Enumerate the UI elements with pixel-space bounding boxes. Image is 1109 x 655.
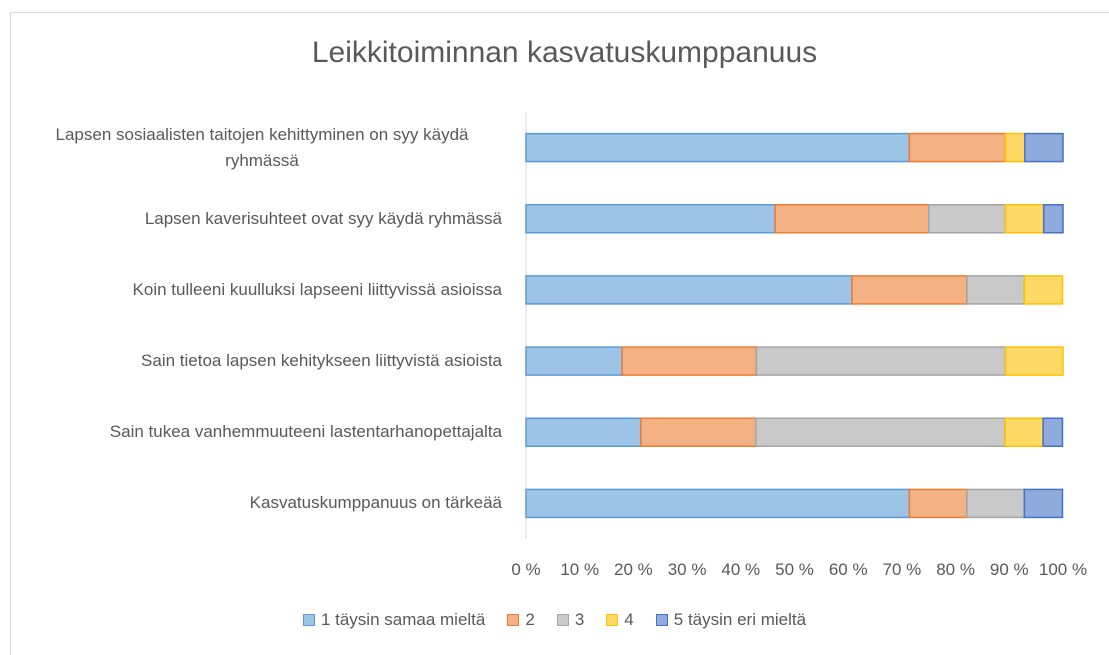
y-tick-label: Lapsen kaverisuhteet ovat syy käydä ryhm… — [144, 208, 502, 228]
legend-item: 2 — [507, 610, 535, 630]
legend-label: 1 täysin samaa mieltä — [320, 610, 486, 629]
x-tick-label: 40 % — [721, 560, 761, 579]
x-tick-label: 90 % — [989, 560, 1029, 579]
x-tick-label: 80 % — [936, 560, 975, 579]
bar-segment — [1004, 204, 1045, 234]
y-tick-label-box: Sain tietoa lapsen kehitykseen liittyvis… — [20, 331, 502, 391]
bar-segment — [755, 417, 1006, 447]
y-tick-label-box: Kasvatuskumppanuus on tärkeää — [20, 473, 502, 533]
bar-segment — [1004, 417, 1044, 447]
bar-segment — [525, 417, 642, 447]
x-tick-label: 60 % — [828, 560, 868, 579]
bar-segment — [1023, 275, 1064, 305]
x-tick-label: 10 % — [560, 560, 600, 579]
bar-segment — [966, 275, 1026, 305]
x-tick-label: 50 % — [775, 560, 814, 579]
bar-segment — [908, 132, 1007, 163]
bar-segment — [1004, 132, 1026, 163]
bar-segment — [640, 417, 757, 447]
legend-label: 2 — [525, 610, 535, 629]
legend-item: 3 — [556, 610, 585, 630]
y-tick-label: Koin tulleeni kuulluksi lapseeni liittyv… — [132, 279, 502, 299]
bar-segment — [1023, 488, 1064, 519]
y-tick-label: Sain tietoa lapsen kehitykseen liittyvis… — [141, 351, 502, 371]
x-tick-label: 30 % — [667, 560, 707, 579]
bar-segment — [908, 488, 968, 519]
legend-swatch — [606, 614, 619, 626]
bar-segment — [525, 346, 623, 376]
legend-label: 3 — [574, 610, 585, 629]
bar-segment — [928, 204, 1007, 234]
y-tick-label: Kasvatuskumppanuus on tärkeää — [249, 493, 502, 513]
legend-label: 4 — [624, 610, 634, 629]
bar-segment — [525, 488, 911, 519]
bar-segment — [1024, 132, 1064, 163]
legend: 1 täysin samaa mieltä 2 3 4 5 täysin eri mie… — [0, 610, 1109, 630]
chart-border — [10, 12, 1109, 655]
legend-item: 4 — [606, 610, 634, 630]
bar-segment — [525, 204, 776, 234]
bar-segment — [966, 488, 1026, 519]
x-tick-label: 0 % — [511, 560, 541, 579]
legend-swatch — [655, 614, 668, 626]
x-tick-label: 100 % — [1038, 560, 1088, 579]
x-tick-label: 70 % — [882, 560, 922, 579]
bar-segment — [1042, 204, 1064, 234]
y-tick-label-box: Lapsen sosiaalisten taitojen kehittymine… — [20, 118, 502, 178]
legend-swatch — [507, 614, 520, 626]
bar-segment — [525, 275, 853, 305]
bar-segment — [851, 275, 968, 305]
y-tick-label-box: Lapsen kaverisuhteet ovat syy käydä ryhm… — [20, 189, 502, 249]
legend-item: 1 täysin samaa mieltä — [302, 610, 486, 630]
bar-segment — [1042, 417, 1064, 447]
bar-segment — [1004, 346, 1064, 376]
bar-segment — [755, 346, 1007, 376]
y-tick-label-box: Sain tukea vanhemmuuteeni lastentarhanop… — [20, 402, 502, 462]
y-tick-label: Sain tukea vanhemmuuteeni lastentarhanop… — [109, 422, 502, 442]
chart-title: Leikkitoiminnan kasvatuskumppanuus — [311, 36, 818, 69]
bar-segment — [774, 204, 930, 234]
legend-item: 5 täysin eri mieltä — [655, 610, 807, 630]
legend-swatch — [302, 614, 315, 626]
bar-segment — [525, 132, 911, 163]
y-tick-label: Lapsen sosiaalisten taitojen kehittymine… — [55, 124, 469, 170]
bar-segment — [621, 346, 758, 376]
y-tick-label-box: Koin tulleeni kuulluksi lapseeni liittyv… — [20, 260, 502, 320]
legend-label: 5 täysin eri mieltä — [673, 610, 807, 629]
legend-swatch — [556, 614, 569, 626]
x-tick-label: 20 % — [614, 560, 653, 579]
